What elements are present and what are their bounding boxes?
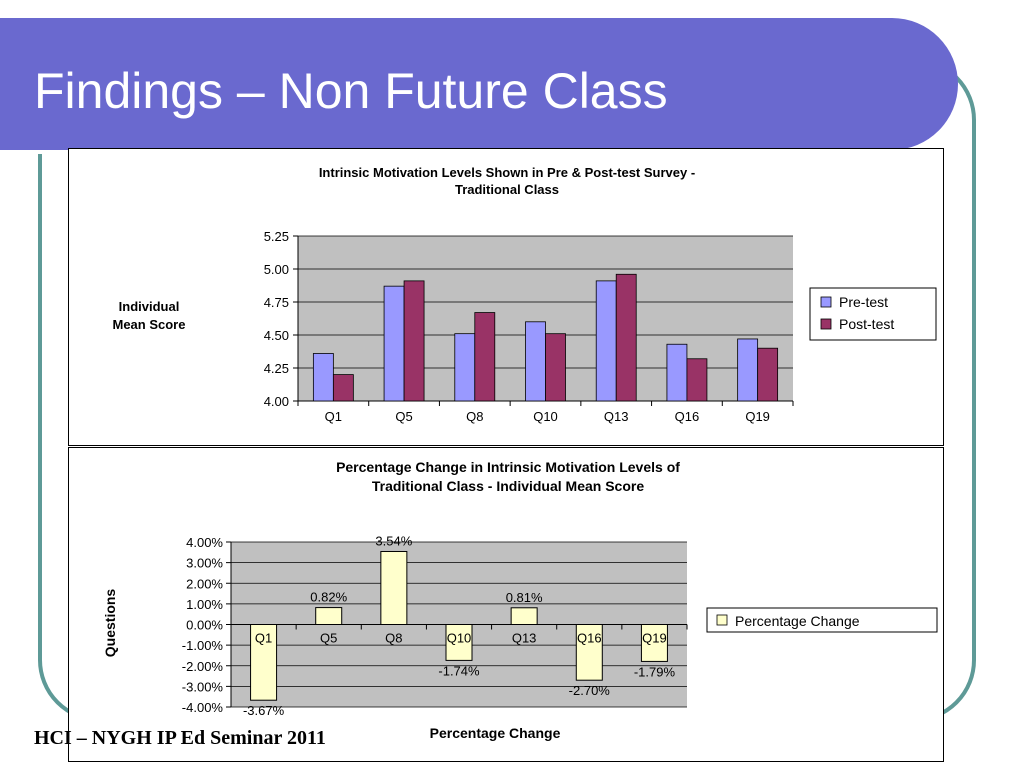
pre-test-bar [312,353,334,402]
x-tick-label: Q16 [675,409,700,424]
pre-test-bar [737,338,759,402]
x-tick-label: Q19 [642,631,667,646]
pre-post-chart: Intrinsic Motivation Levels Shown in Pre… [68,148,944,446]
legend [706,607,938,633]
post-test-bar [757,347,779,402]
data-label: -1.74% [438,663,480,678]
legend-label: Pre-test [839,294,888,310]
post-test-bar [474,312,496,402]
x-tick-label: Q19 [745,409,770,424]
pre-test-bar [525,321,546,402]
x-tick-label: Q8 [466,409,483,424]
y-tick-label: 2.00% [186,576,223,591]
pre-test-bar [666,343,688,402]
page-title: Findings – Non Future Class [34,63,668,119]
percentage-change-chart: Percentage Change in Intrinsic Motivatio… [68,447,944,762]
x-tick-label: Q5 [320,631,337,646]
percentage-change-bar [575,624,603,681]
chart-subtitle: Traditional Class - Individual Mean Scor… [372,478,645,494]
x-axis-label: Percentage Change [430,725,561,741]
y-tick-label: 5.25 [264,229,289,244]
data-label: -3.67% [243,703,285,718]
percentage-change-bar [250,624,278,701]
x-tick-label: Q1 [325,409,342,424]
x-tick-label: Q13 [512,631,537,646]
data-label: 0.81% [506,590,543,605]
x-tick-label: Q5 [395,409,412,424]
y-tick-label: -2.00% [182,659,224,674]
x-tick-label: Q8 [385,631,402,646]
percentage-change-bar [640,624,668,662]
data-label: -1.79% [634,664,676,679]
y-tick-label: -4.00% [182,700,224,715]
pre-test-bar [454,333,476,402]
x-tick-label: Q13 [604,409,629,424]
y-tick-label: 4.50 [264,328,289,343]
y-axis-label: Individual [119,299,180,314]
x-tick-label: Q1 [255,631,272,646]
y-tick-label: 3.00% [186,556,223,571]
legend-swatch [820,296,832,308]
percentage-change-chart-svg: Percentage Change in Intrinsic Motivatio… [102,459,938,741]
x-tick-label: Q16 [577,631,602,646]
post-test-bar [332,374,354,402]
percentage-change-bar [380,550,408,625]
y-tick-label: 4.00 [264,394,289,409]
post-test-bar [615,273,637,402]
footer-text: HCI – NYGH IP Ed Seminar 2011 [34,727,326,749]
pre-test-bar [383,285,405,402]
percentage-change-bar [510,607,538,625]
chart-subtitle: Traditional Class [455,182,559,197]
x-tick-label: Q10 [447,631,472,646]
y-tick-label: -1.00% [182,638,224,653]
post-test-bar [686,358,708,402]
chart-title: Intrinsic Motivation Levels Shown in Pre… [319,165,695,180]
legend-swatch [820,318,832,330]
y-tick-label: -3.00% [182,679,224,694]
y-tick-label: 1.00% [186,597,223,612]
legend-label: Percentage Change [735,613,860,629]
y-tick-label: 4.00% [186,535,223,550]
data-label: 3.54% [375,533,412,548]
legend-label: Post-test [839,316,894,332]
percentage-change-bar [315,607,343,625]
data-label: 0.82% [310,590,347,605]
pre-post-chart-svg: Intrinsic Motivation Levels Shown in Pre… [113,165,937,424]
y-axis-label: Mean Score [113,317,186,332]
pre-test-bar [595,280,617,402]
data-label: -2.70% [569,683,611,698]
legend-swatch [716,614,728,626]
y-tick-label: 4.25 [264,361,289,376]
post-test-bar [545,333,566,402]
chart-title: Percentage Change in Intrinsic Motivatio… [336,459,680,475]
x-tick-label: Q10 [533,409,558,424]
y-axis-label: Questions [102,589,118,658]
y-tick-label: 4.75 [264,295,289,310]
y-tick-label: 0.00% [186,618,223,633]
title-bar: Findings – Non Future Class [0,18,958,154]
y-tick-label: 5.00 [264,262,289,277]
post-test-bar [403,280,425,402]
